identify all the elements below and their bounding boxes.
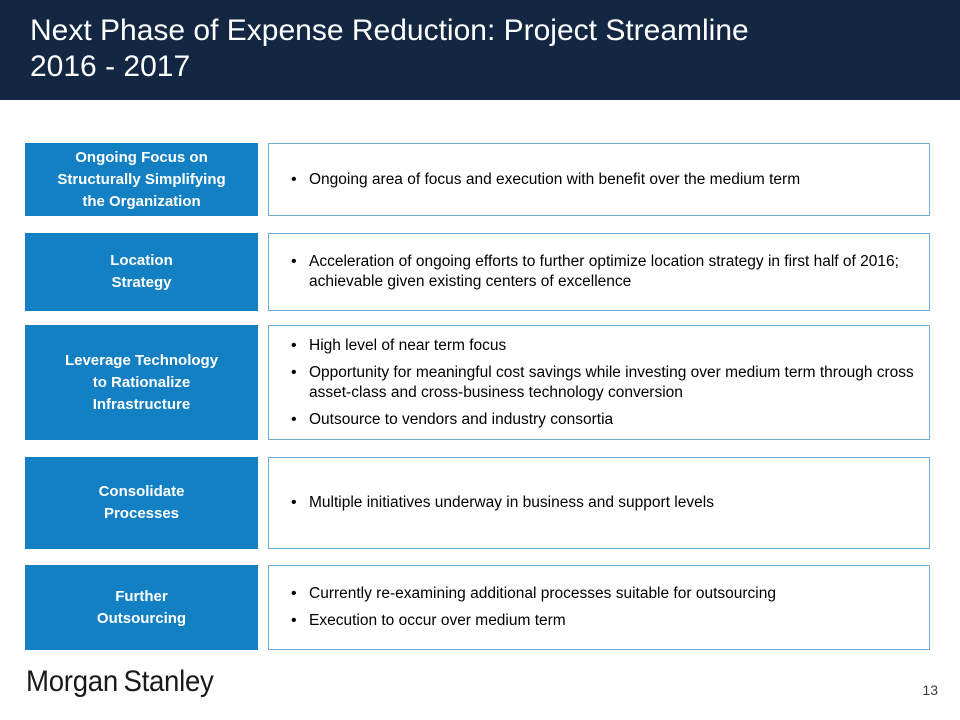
logo-word-stanley: Stanley: [123, 665, 214, 698]
bullet-point-icon: •: [291, 585, 297, 602]
category-label: Ongoing Focus on Structurally Simplifyin…: [57, 148, 226, 210]
category-box-location-strategy[interactable]: Location Strategy: [25, 233, 258, 311]
bullet-text: Outsource to vendors and industry consor…: [309, 410, 614, 428]
list-item: • Multiple initiatives underway in busin…: [285, 493, 915, 513]
row-leverage-technology: Leverage Technology to Rationalize Infra…: [0, 325, 960, 440]
bullet-list: • High level of near term focus • Opport…: [285, 336, 915, 430]
bullet-text: Currently re-examining additional proces…: [309, 585, 776, 602]
bullet-text: High level of near term focus: [309, 336, 507, 354]
bullet-point-icon: •: [291, 253, 297, 270]
list-item: • Ongoing area of focus and execution wi…: [285, 170, 915, 190]
row-further-outsourcing: Further Outsourcing • Currently re-exami…: [0, 565, 960, 650]
category-box-consolidate-processes[interactable]: Consolidate Processes: [25, 457, 258, 549]
list-item: • Execution to occur over medium term: [285, 611, 915, 631]
page-number: 13: [922, 682, 938, 698]
bullet-point-icon: •: [291, 612, 297, 629]
bullet-text: Opportunity for meaningful cost savings …: [309, 363, 914, 401]
category-label: Location Strategy: [110, 252, 173, 291]
category-box-ongoing-focus[interactable]: Ongoing Focus on Structurally Simplifyin…: [25, 143, 258, 216]
morgan-stanley-logo: Morgan Stanley: [26, 665, 214, 699]
bullet-text: Multiple initiatives underway in busines…: [309, 494, 714, 511]
bullet-list: • Multiple initiatives underway in busin…: [285, 493, 915, 513]
list-item: • Currently re-examining additional proc…: [285, 584, 915, 604]
list-item: • High level of near term focus: [285, 336, 915, 356]
row-consolidate-processes: Consolidate Processes • Multiple initiat…: [0, 457, 960, 549]
detail-box-consolidate-processes[interactable]: • Multiple initiatives underway in busin…: [268, 457, 930, 549]
bullet-point-icon: •: [291, 170, 297, 188]
row-location-strategy: Location Strategy • Acceleration of ongo…: [0, 233, 960, 311]
bullet-point-icon: •: [291, 336, 297, 354]
detail-box-location-strategy[interactable]: • Acceleration of ongoing efforts to fur…: [268, 233, 930, 311]
bullet-point-icon: •: [291, 410, 297, 428]
bullet-list: • Currently re-examining additional proc…: [285, 584, 915, 631]
content-rows: Ongoing Focus on Structurally Simplifyin…: [0, 100, 960, 655]
slide-header: Next Phase of Expense Reduction: Project…: [0, 0, 960, 100]
detail-box-further-outsourcing[interactable]: • Currently re-examining additional proc…: [268, 565, 930, 650]
category-box-leverage-technology[interactable]: Leverage Technology to Rationalize Infra…: [25, 325, 258, 440]
category-label: Further Outsourcing: [96, 587, 187, 627]
detail-box-leverage-technology[interactable]: • High level of near term focus • Opport…: [268, 325, 930, 440]
category-label: Consolidate Processes: [98, 483, 185, 522]
category-box-further-outsourcing[interactable]: Further Outsourcing: [25, 565, 258, 650]
list-item: • Acceleration of ongoing efforts to fur…: [285, 252, 915, 292]
bullet-text: Execution to occur over medium term: [309, 612, 566, 629]
bullet-list: • Acceleration of ongoing efforts to fur…: [285, 252, 915, 292]
bullet-point-icon: •: [291, 494, 297, 511]
bullet-point-icon: •: [291, 363, 297, 381]
bullet-list: • Ongoing area of focus and execution wi…: [285, 170, 915, 190]
list-item: • Outsource to vendors and industry cons…: [285, 410, 915, 430]
page-title: Next Phase of Expense Reduction: Project…: [30, 14, 749, 83]
bullet-text: Ongoing area of focus and execution with…: [309, 170, 801, 188]
list-item: • Opportunity for meaningful cost saving…: [285, 363, 915, 403]
detail-box-ongoing-focus[interactable]: • Ongoing area of focus and execution wi…: [268, 143, 930, 216]
bullet-text: Acceleration of ongoing efforts to furth…: [309, 253, 899, 290]
logo-word-morgan: Morgan: [26, 665, 118, 698]
row-ongoing-focus: Ongoing Focus on Structurally Simplifyin…: [0, 143, 960, 216]
category-label: Leverage Technology to Rationalize Infra…: [64, 351, 219, 413]
